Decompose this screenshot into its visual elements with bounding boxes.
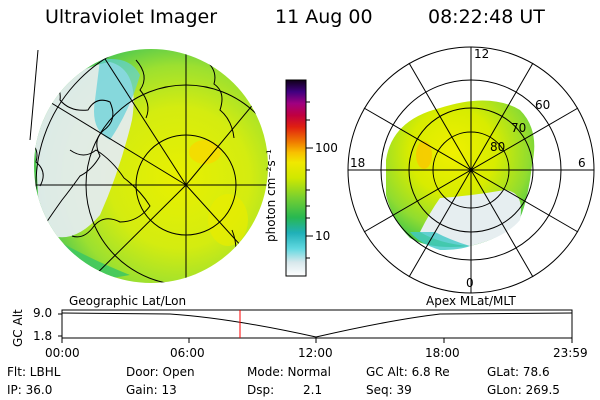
instrument-title: Ultraviolet Imager: [45, 6, 218, 28]
time-tick-0600: 06:00: [170, 346, 205, 360]
altitude-ymin: 1.8: [33, 329, 53, 343]
mlt-label-0: 0: [466, 276, 474, 290]
info-glon: GLon: 269.5: [487, 383, 560, 397]
info-ip: IP: 36.0: [7, 383, 53, 397]
geographic-caption: Geographic Lat/Lon: [69, 294, 187, 308]
mlat-label-60: 60: [535, 98, 551, 112]
info-flt: Flt: LBHL: [7, 365, 61, 379]
info-gain: Gain: 13: [126, 383, 177, 397]
mlt-label-12: 12: [474, 47, 490, 61]
time-tick-2359: 23:59: [553, 346, 588, 360]
mlat-label-70: 70: [511, 121, 527, 135]
altitude-plot: [58, 309, 573, 343]
info-seq: Seq: 39: [366, 383, 412, 397]
info-door: Door: Open: [126, 365, 195, 379]
mlat-label-80: 80: [490, 140, 506, 154]
altitude-curve: [61, 312, 573, 338]
colorbar-unit-label: photon cm⁻²s⁻¹: [264, 149, 278, 242]
color-bar: [285, 79, 313, 277]
apex-caption: Apex MLat/MLT: [426, 294, 516, 308]
mlt-label-6: 6: [578, 156, 586, 170]
colorbar-tick-100: 100: [315, 141, 338, 155]
info-mode: Mode: Normal: [247, 365, 331, 379]
time-tick-1800: 18:00: [425, 346, 460, 360]
mlt-label-18: 18: [350, 156, 366, 170]
time-tick-0000: 00:00: [45, 346, 80, 360]
time-tick-1200: 12:00: [298, 346, 333, 360]
time-label: 08:22:48 UT: [428, 6, 545, 28]
date-label: 11 Aug 00: [275, 6, 373, 28]
altitude-ymax: 9.0: [33, 306, 53, 320]
colorbar-tick-10: 10: [315, 229, 331, 243]
info-glat: GLat: 78.6: [487, 365, 550, 379]
info-gc-alt: GC Alt: 6.8 Re: [366, 365, 450, 379]
info-dsp-label: Dsp:: [247, 383, 275, 397]
info-dsp-value: 2.1: [303, 383, 323, 397]
altitude-ylabel: GC Alt: [11, 309, 25, 347]
polar-plot: [347, 46, 595, 294]
